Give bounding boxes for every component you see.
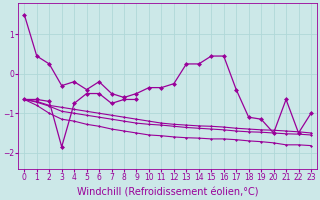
X-axis label: Windchill (Refroidissement éolien,°C): Windchill (Refroidissement éolien,°C) [77, 187, 258, 197]
